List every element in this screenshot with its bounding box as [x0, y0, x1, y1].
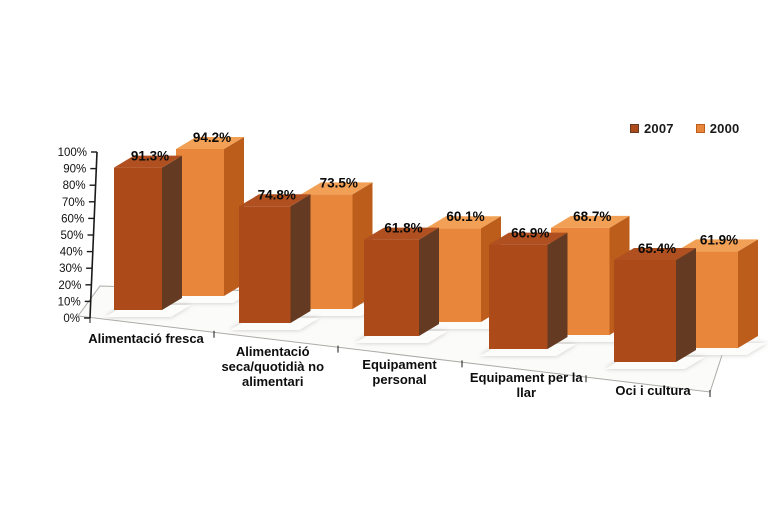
bar-2007-cat3 — [489, 232, 568, 349]
bar-2000-cat0 — [176, 137, 244, 296]
bar-top-face — [676, 239, 758, 252]
legend-label-2007: 2007 — [644, 121, 674, 136]
value-label-2007-cat1: 74.8% — [258, 187, 296, 202]
value-label-2000-cat3: 68.7% — [573, 209, 611, 224]
bar-2007-cat1 — [239, 194, 311, 323]
bar-front-face — [614, 259, 676, 362]
bar-top-face — [364, 227, 439, 240]
y-axis-tick-label: 0% — [63, 313, 80, 325]
y-axis-tick-label: 30% — [59, 263, 82, 275]
bar-top-face — [551, 215, 630, 228]
bar-2000-cat1 — [301, 182, 373, 309]
bar-front-face — [114, 167, 162, 310]
bar-side-face — [738, 239, 758, 348]
bar-top-face — [239, 194, 311, 207]
category-label-line: seca/quotidià no — [221, 359, 324, 374]
legend-item-2000: 2000 — [695, 121, 740, 136]
value-label-2007-cat4: 65.4% — [638, 241, 676, 256]
value-label-2000-cat4: 61.9% — [700, 232, 738, 247]
y-axis-tick-label: 80% — [63, 180, 86, 192]
bar-2007-cat2 — [364, 227, 439, 336]
category-label-line: llar — [516, 385, 536, 400]
bar-top-face — [426, 216, 501, 229]
bar-front-face — [301, 194, 353, 309]
value-label-2007-cat2: 61.8% — [384, 221, 422, 236]
y-axis-tick-label: 60% — [61, 213, 84, 225]
category-label-line: Alimentació — [236, 344, 310, 359]
y-axis-tick-label: 90% — [63, 164, 86, 176]
y-axis-tick-label: 10% — [58, 296, 81, 308]
bar-top-face — [489, 232, 568, 245]
y-axis-tick-label: 100% — [58, 147, 87, 159]
bar-side-face — [162, 155, 182, 310]
bar-front-face — [239, 206, 291, 323]
bar-front-face — [176, 149, 224, 296]
category-label-cat4: Oci i cultura — [615, 383, 691, 398]
y-axis-tick-label: 40% — [60, 247, 83, 259]
bar-top-face — [301, 182, 373, 195]
bar-front-face — [489, 244, 548, 349]
category-label-cat0: Alimentació fresca — [88, 331, 204, 346]
bar-side-face — [419, 227, 439, 336]
legend-swatch-2007-icon — [630, 124, 639, 133]
bar-side-face — [676, 247, 696, 362]
legend-item-2007: 2007 — [630, 121, 674, 136]
value-label-2000-cat2: 60.1% — [446, 209, 484, 224]
y-axis-tick-label: 70% — [62, 197, 85, 209]
legend-swatch-2000-icon — [695, 124, 705, 133]
bar-front-face — [364, 239, 419, 336]
legend-label-2000: 2000 — [709, 121, 740, 136]
category-label-line: alimentari — [242, 374, 303, 389]
category-label-line: Equipament per la — [470, 370, 583, 385]
bar-top-face — [176, 137, 244, 150]
value-label-2000-cat0: 94.2% — [193, 130, 231, 145]
bar-front-face — [426, 228, 481, 322]
chart-legend: 2007 2000 — [630, 121, 739, 136]
bar-top-face — [114, 155, 182, 168]
category-label-line: Oci i cultura — [615, 383, 691, 398]
bar-2007-cat4 — [614, 247, 696, 362]
category-label-line: Equipament — [362, 357, 437, 372]
y-axis-tick-label: 20% — [58, 280, 81, 292]
bar-side-face — [290, 194, 311, 323]
category-label-line: Alimentació fresca — [88, 331, 204, 346]
y-axis-tick-label: 50% — [60, 230, 83, 242]
bar-2007-cat0 — [114, 155, 182, 310]
value-label-2007-cat3: 66.9% — [511, 226, 549, 241]
bar-top-face — [614, 247, 696, 260]
value-label-2000-cat1: 73.5% — [320, 175, 358, 190]
value-label-2007-cat0: 91.3% — [131, 149, 169, 164]
bar-side-face — [547, 232, 568, 349]
category-label-line: personal — [372, 372, 426, 387]
